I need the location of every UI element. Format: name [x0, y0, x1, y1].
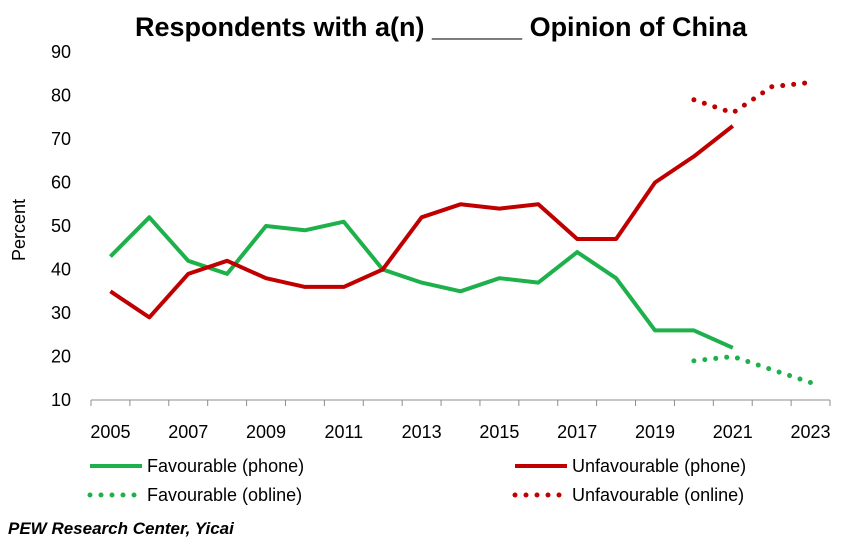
series-line-4 — [691, 79, 814, 116]
axes: 10 20 30 40 50 60 70 80 90 2005 2007 2009 2011 2013 20… — [51, 42, 831, 442]
y-axis-label: Percent — [9, 199, 29, 261]
y-tick-label: 30 — [51, 303, 71, 323]
series-layer — [108, 79, 814, 386]
series-line-2 — [109, 124, 735, 320]
legend-label-4: Unfavourable (online) — [572, 485, 744, 505]
y-tick-label: 90 — [51, 42, 71, 62]
y-tick-label: 60 — [51, 173, 71, 193]
x-tick-label: 2011 — [324, 422, 363, 442]
x-tick-label: 2013 — [402, 422, 442, 442]
series-line-1 — [108, 215, 734, 350]
legend-label-2: Unfavourable (phone) — [572, 456, 746, 476]
x-tick-label: 2017 — [557, 422, 597, 442]
x-tick-label: 2009 — [246, 422, 286, 442]
x-tick-label: 2021 — [713, 422, 753, 442]
legend-label-1: Favourable (phone) — [147, 456, 304, 476]
source-note: PEW Research Center, Yicai — [8, 519, 235, 538]
x-tick-label: 2019 — [635, 422, 675, 442]
legend-label-3: Favourable (obline) — [147, 485, 302, 505]
x-tick-label: 2023 — [791, 422, 831, 442]
x-tick-label: 2007 — [168, 422, 208, 442]
y-tick-label: 80 — [51, 86, 71, 106]
legend: Favourable (phone) Unfavourable (phone) Fa… — [87, 456, 746, 505]
y-tick-label: 70 — [51, 129, 71, 149]
y-tick-label: 40 — [51, 260, 71, 280]
series-line-3 — [691, 354, 814, 386]
y-tick-label: 20 — [51, 347, 71, 367]
chart-title: Respondents with a(n) ______ Opinion of … — [135, 12, 748, 42]
y-tick-label: 50 — [51, 216, 71, 236]
x-tick-label: 2015 — [479, 422, 519, 442]
x-tick-label: 2005 — [90, 422, 130, 442]
y-tick-label: 10 — [51, 390, 71, 410]
